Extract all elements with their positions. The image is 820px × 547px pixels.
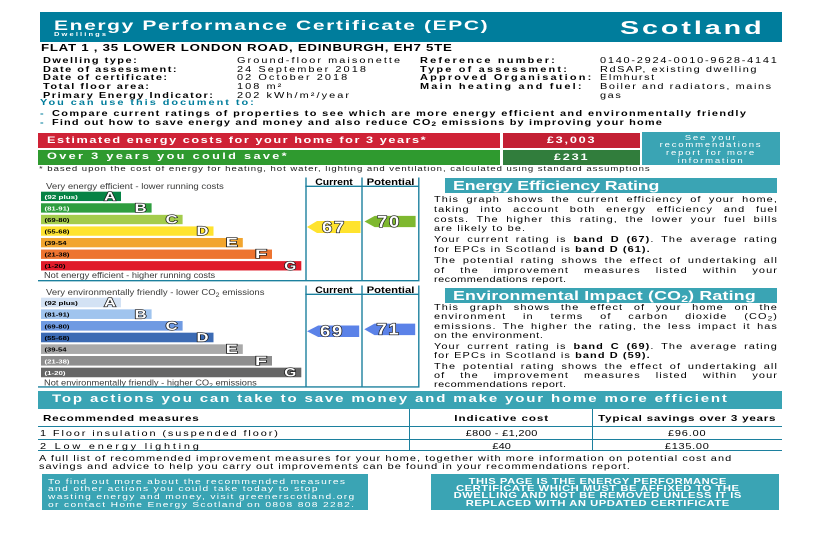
svg-text:Potential: Potential bbox=[367, 177, 415, 187]
svg-text:G: G bbox=[284, 368, 296, 380]
svg-text:Current: Current bbox=[315, 285, 353, 295]
svg-text:Potential: Potential bbox=[367, 285, 415, 295]
svg-text:Not energy efficient - higher: Not energy efficient - higher running co… bbox=[44, 270, 215, 280]
svg-text:A: A bbox=[104, 191, 116, 203]
svg-text:D: D bbox=[197, 226, 209, 238]
svg-text:E: E bbox=[226, 344, 239, 356]
svg-text:(55-68): (55-68) bbox=[45, 229, 70, 235]
svg-text:(92 plus): (92 plus) bbox=[45, 301, 78, 307]
svg-text:(92 plus): (92 plus) bbox=[45, 195, 78, 201]
svg-text:(81-91): (81-91) bbox=[45, 313, 70, 319]
svg-text:C: C bbox=[166, 321, 178, 333]
svg-text:(69-80): (69-80) bbox=[45, 218, 70, 224]
svg-text:(1-20): (1-20) bbox=[45, 264, 66, 270]
svg-text:(55-68): (55-68) bbox=[45, 336, 70, 342]
svg-text:A: A bbox=[104, 298, 116, 310]
svg-text:(81-91): (81-91) bbox=[45, 206, 70, 212]
svg-text:(1-20): (1-20) bbox=[45, 371, 66, 377]
svg-text:D: D bbox=[197, 333, 209, 345]
svg-text:B: B bbox=[135, 203, 147, 215]
svg-text:71: 71 bbox=[377, 322, 401, 339]
svg-text:Very environmentally friendly: Very environmentally friendly - lower CO… bbox=[46, 287, 265, 299]
svg-text:F: F bbox=[255, 356, 267, 368]
svg-text:(39-54: (39-54 bbox=[45, 241, 68, 247]
svg-text:67: 67 bbox=[322, 219, 346, 236]
svg-text:C: C bbox=[166, 214, 178, 226]
svg-text:70: 70 bbox=[377, 214, 401, 231]
svg-text:Not environmentally friendly -: Not environmentally friendly - higher CO… bbox=[44, 378, 257, 390]
svg-text:E: E bbox=[226, 238, 239, 250]
svg-text:Current: Current bbox=[315, 177, 353, 187]
svg-text:F: F bbox=[255, 249, 267, 261]
svg-text:(21-38): (21-38) bbox=[45, 253, 70, 259]
svg-text:(21-38): (21-38) bbox=[45, 359, 70, 365]
svg-text:Very energy efficient - lower: Very energy efficient - lower running co… bbox=[46, 181, 224, 191]
svg-text:G: G bbox=[284, 261, 296, 273]
svg-text:(39-54: (39-54 bbox=[45, 348, 68, 354]
svg-text:69: 69 bbox=[320, 324, 344, 341]
svg-text:B: B bbox=[135, 309, 147, 321]
svg-text:(69-80): (69-80) bbox=[45, 324, 70, 330]
